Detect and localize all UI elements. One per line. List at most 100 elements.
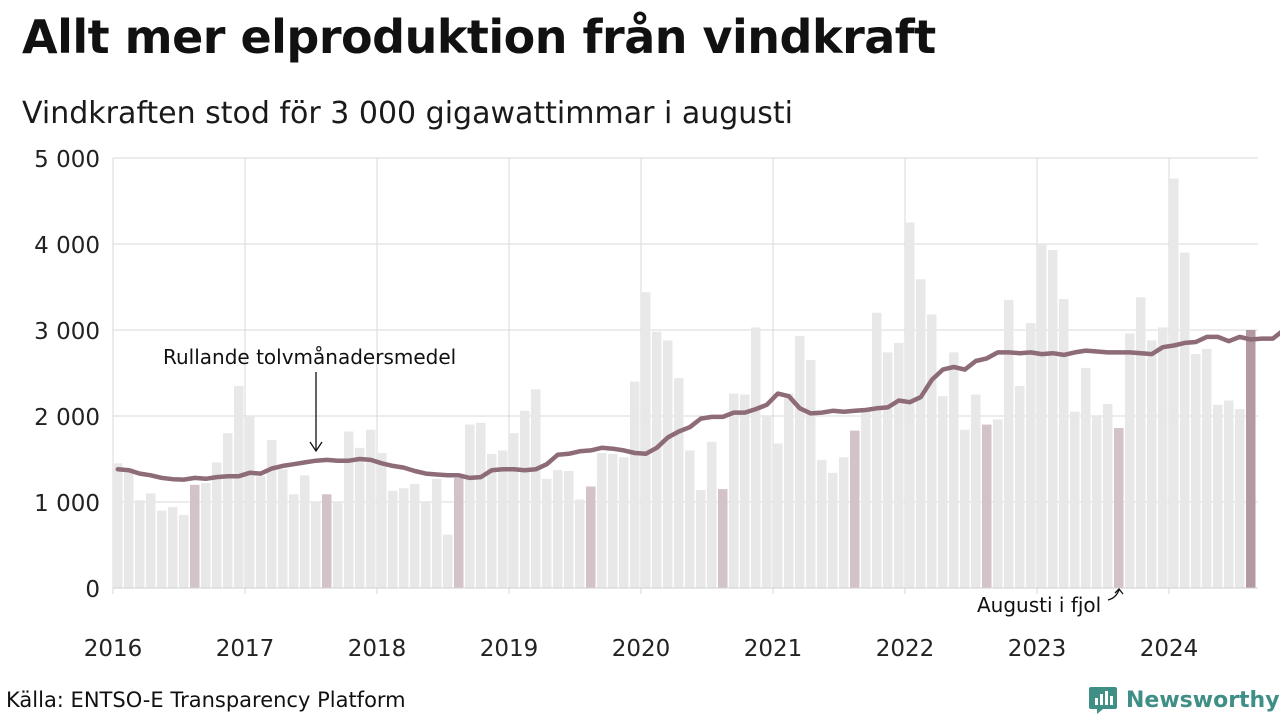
bar	[1092, 416, 1102, 588]
bar	[1037, 243, 1047, 588]
x-tick-label: 2021	[744, 636, 803, 662]
bar	[729, 393, 739, 588]
bar	[960, 429, 970, 588]
bar	[1070, 411, 1080, 588]
bar	[894, 342, 904, 588]
bar	[476, 422, 486, 588]
bar	[916, 279, 926, 588]
bar	[883, 352, 893, 588]
bar	[685, 450, 695, 588]
newsworthy-logo: Newsworthy	[1088, 684, 1280, 716]
x-tick-label: 2018	[348, 636, 407, 662]
bar	[278, 469, 288, 588]
bar	[245, 416, 255, 588]
bar	[707, 441, 717, 588]
bar	[861, 409, 871, 588]
bar	[817, 459, 827, 588]
bar	[333, 502, 343, 588]
bar	[619, 457, 629, 588]
bar	[432, 478, 442, 588]
y-tick-label: 5 000	[34, 147, 100, 173]
bar	[289, 494, 299, 588]
bar	[157, 510, 167, 588]
bar	[927, 314, 937, 588]
bar	[212, 462, 222, 588]
bar	[553, 470, 563, 588]
bar	[740, 394, 750, 588]
bar	[982, 424, 992, 588]
bar	[949, 352, 959, 588]
bar	[256, 476, 266, 588]
bar	[542, 478, 552, 588]
bar	[377, 452, 387, 588]
bar	[905, 222, 915, 588]
bar	[146, 493, 156, 588]
bar	[399, 488, 409, 588]
x-tick-label: 2016	[84, 636, 143, 662]
bar	[179, 514, 189, 588]
bar	[993, 419, 1003, 588]
bar	[1125, 333, 1135, 588]
bar	[300, 475, 310, 588]
y-tick-label: 2 000	[34, 405, 100, 431]
bar	[872, 312, 882, 588]
bar	[1213, 404, 1223, 588]
annotation-rolling-mean: Rullande tolvmånadersmedel	[163, 345, 456, 369]
bar	[498, 450, 508, 588]
bar	[1224, 400, 1234, 588]
bar	[1059, 299, 1069, 588]
bar	[1147, 340, 1157, 588]
chart-bubble-icon	[1089, 687, 1117, 714]
bar	[828, 472, 838, 588]
bar	[663, 340, 673, 588]
bar	[1246, 330, 1256, 588]
x-tick-label: 2024	[1140, 636, 1199, 662]
bar	[608, 453, 618, 588]
bar	[531, 389, 541, 588]
bar	[1015, 385, 1025, 588]
y-tick-label: 3 000	[34, 319, 100, 345]
bar	[124, 468, 134, 588]
bar	[971, 394, 981, 588]
bar	[1103, 403, 1113, 588]
bar	[575, 499, 585, 588]
bar	[1169, 178, 1179, 588]
bar	[586, 486, 596, 588]
chart-subtitle: Vindkraften stod för 3 000 gigawattimmar…	[22, 96, 794, 131]
x-tick-label: 2017	[216, 636, 275, 662]
bar	[1202, 348, 1212, 588]
annotation-arrowhead	[309, 441, 323, 453]
bar	[421, 501, 431, 588]
annotation-arrow-small	[1107, 589, 1120, 601]
bar	[509, 433, 519, 588]
source-note: Källa: ENTSO-E Transparency Platform	[6, 688, 406, 712]
bar	[267, 440, 277, 588]
bar	[201, 483, 211, 588]
bar	[410, 483, 420, 588]
x-tick-label: 2019	[480, 636, 539, 662]
bar	[355, 447, 365, 588]
bar	[311, 501, 321, 588]
bar	[630, 381, 640, 588]
bar	[751, 327, 761, 588]
bar	[366, 429, 376, 588]
bar	[1026, 323, 1036, 588]
bar	[1114, 428, 1124, 588]
bar	[1048, 250, 1058, 588]
y-tick-label: 0	[85, 577, 100, 603]
x-tick-label: 2020	[612, 636, 671, 662]
bar	[938, 396, 948, 588]
bar	[223, 433, 233, 588]
bar	[641, 292, 651, 588]
bar	[190, 484, 200, 588]
bar	[1180, 252, 1190, 588]
bar	[1158, 327, 1168, 588]
bar	[674, 378, 684, 588]
bar	[839, 457, 849, 588]
y-tick-label: 4 000	[34, 233, 100, 259]
bar	[784, 393, 794, 588]
x-tick-label: 2023	[1008, 636, 1067, 662]
bar	[465, 424, 475, 588]
bar	[1136, 297, 1146, 588]
bar	[696, 489, 706, 588]
